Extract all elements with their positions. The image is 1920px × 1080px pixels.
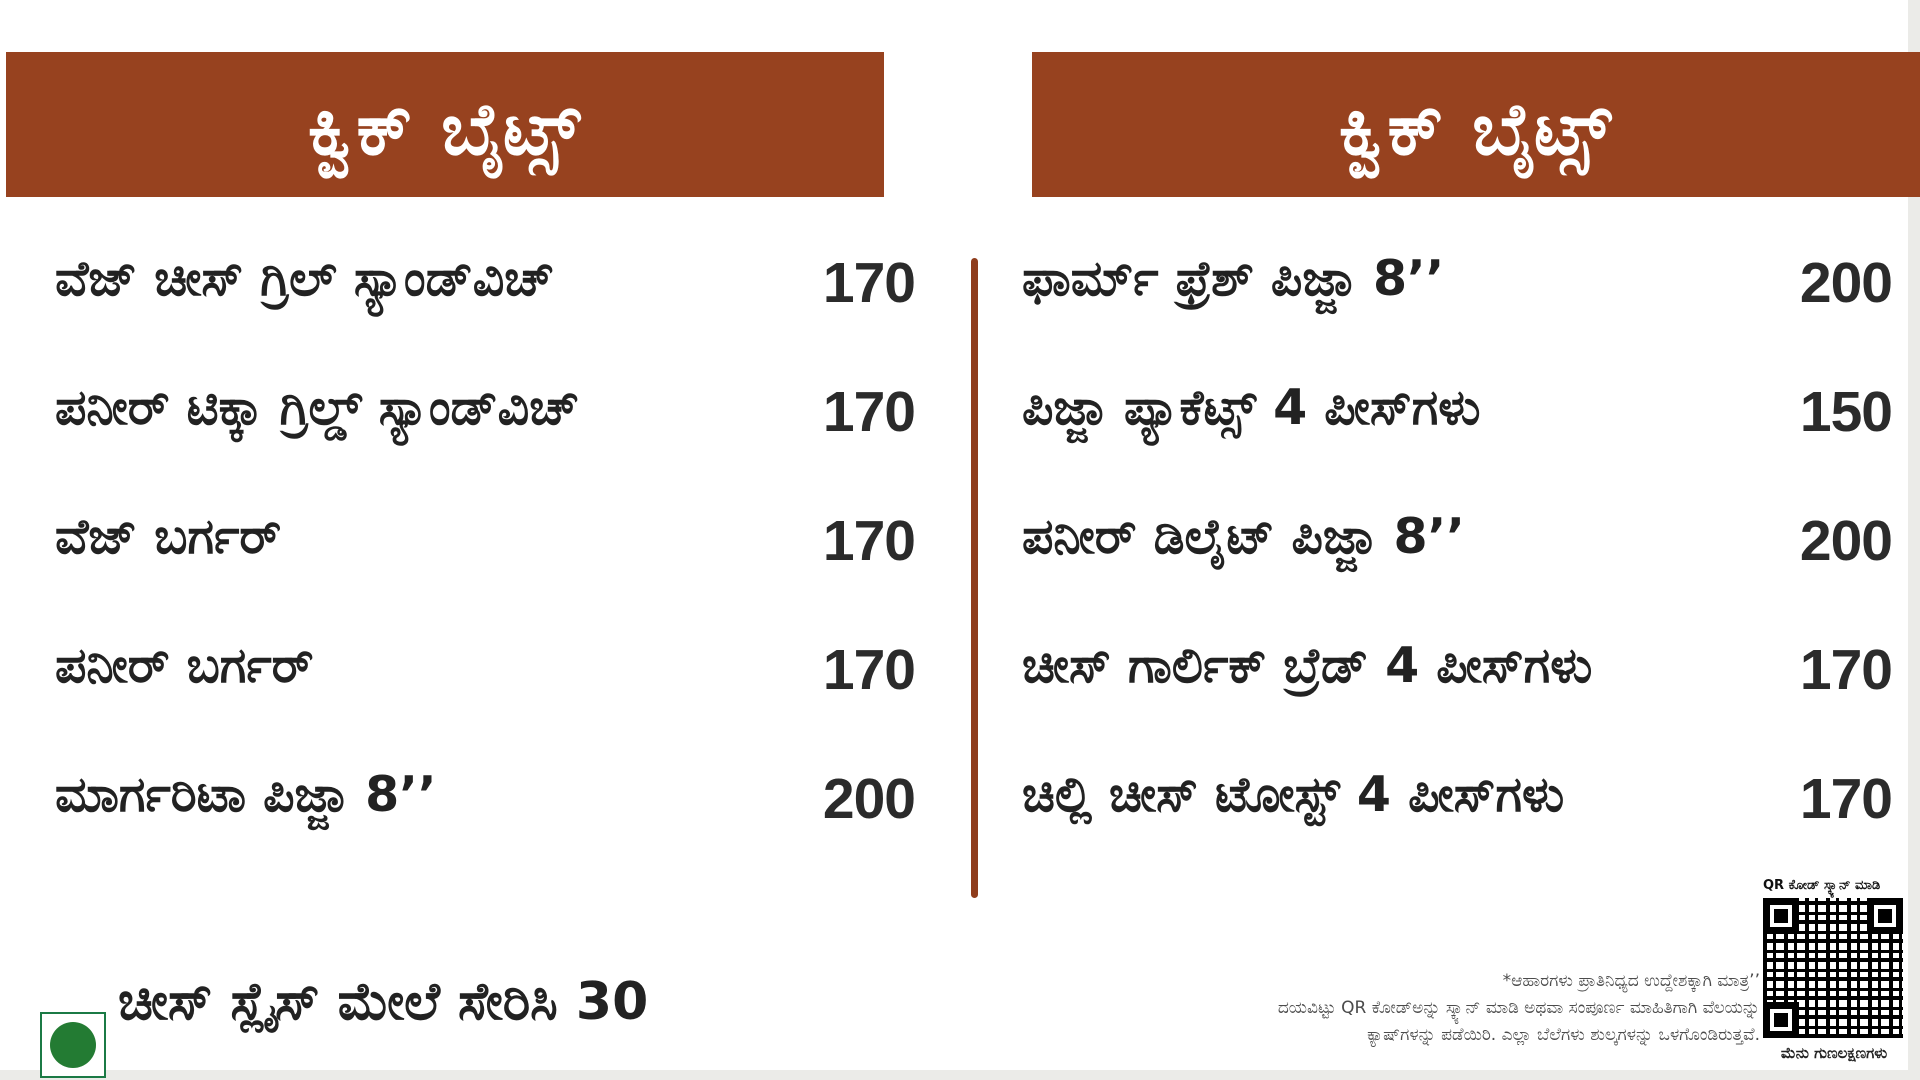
menu-item-row: ಮಾರ್ಗರಿಟಾ ಪಿಜ್ಜಾ 8’’ 200 (55, 764, 916, 893)
menu-item-row: ಚಿಲ್ಲಿ ಚೀಸ್ ಟೋಸ್ಟ್ 4 ಪೀಸ್‌ಗಳು 170 (1022, 764, 1893, 893)
item-name: ಪನೀರ್ ಬರ್ಗರ್ (55, 637, 314, 694)
menu-item-row: ಚೀಸ್ ಗಾರ್ಲಿಕ್ ಬ್ರೆಡ್ 4 ಪೀಸ್‌ಗಳು 170 (1022, 635, 1893, 764)
disclaimer-line-1: *ಆಹಾರಗಳು ಪ್ರಾತಿನಿಧ್ಯದ ಉದ್ದೇಶಕ್ಕಾಗಿ ಮಾತ್ರ… (1502, 971, 1760, 991)
menu-item-row: ಪನೀರ್ ಡಿಲೈಟ್ ಪಿಜ್ಜಾ 8’’ 200 (1022, 506, 1893, 635)
disclaimer-line-2: ದಯವಿಟ್ಟು QR ಕೋಡ್‌ಅನ್ನು ಸ್ಕ್ಯಾನ್ ಮಾಡಿ ಅಥವ… (1277, 998, 1760, 1019)
page-edge-bottom (0, 1070, 1920, 1080)
item-price: 170 (822, 509, 916, 573)
item-price: 170 (1799, 638, 1893, 702)
item-name: ಪನೀರ್ ಡಿಲೈಟ್ ಪಿಜ್ಜಾ 8’’ (1022, 508, 1465, 565)
qr-finder-icon (1763, 1002, 1799, 1038)
left-section-title: ಕ್ವಿಕ್ ಬೈಟ್ಸ್ (307, 86, 583, 171)
menu-item-row: ಪನೀರ್ ಬರ್ಗರ್ 170 (55, 635, 916, 764)
menu-item-row: ಪನೀರ್ ಟಿಕ್ಕಾ ಗ್ರಿಲ್ಡ್ ಸ್ಯಾಂಡ್‌ವಿಚ್ 170 (55, 377, 916, 506)
menu-item-row: ವೆಜ್ ಚೀಸ್ ಗ್ರಿಲ್ ಸ್ಯಾಂಡ್‌ವಿಚ್ 170 (55, 248, 916, 377)
item-price: 170 (822, 251, 916, 315)
right-menu-column: ಫಾರ್ಮ್ ಫ್ರೆಶ್ ಪಿಜ್ಜಾ 8’’ 200 ಪಿಜ್ಜಾ ಪ್ಯಾ… (1022, 248, 1893, 893)
item-price: 200 (1799, 251, 1893, 315)
disclaimer-line-3: ಕ್ಯಾಷ್‌ಗಳನ್ನು ಪಡೆಯಿರಿ. ಎಲ್ಲಾ ಬೆಲೆಗಳು ಶುಲ… (1367, 1025, 1760, 1046)
menu-item-row: ಪಿಜ್ಜಾ ಪ್ಯಾಕೆಟ್ಸ್ 4 ಪೀಸ್‌ಗಳು 150 (1022, 377, 1893, 506)
item-price: 200 (822, 767, 916, 831)
left-section-header: ಕ್ವಿಕ್ ಬೈಟ್ಸ್ (6, 52, 884, 197)
item-price: 170 (822, 380, 916, 444)
item-name: ವೆಜ್ ಬರ್ಗರ್ (55, 508, 282, 565)
item-name: ಮಾರ್ಗರಿಟಾ ಪಿಜ್ಜಾ 8’’ (55, 766, 437, 823)
item-name: ವೆಜ್ ಚೀಸ್ ಗ್ರಿಲ್ ಸ್ಯಾಂಡ್‌ವಿಚ್ (55, 250, 554, 307)
item-name: ಫಾರ್ಮ್ ಫ್ರೆಶ್ ಪಿಜ್ಜಾ 8’’ (1022, 250, 1445, 307)
disclaimer-text: *ಆಹಾರಗಳು ಪ್ರಾತಿನಿಧ್ಯದ ಉದ್ದೇಶಕ್ಕಾಗಿ ಮಾತ್ರ… (1200, 968, 1760, 1050)
menu-features-label: ಮೆನು ಗುಣಲಕ್ಷಣಗಳು (1780, 1044, 1888, 1062)
qr-finder-icon (1763, 898, 1799, 934)
item-name: ಪಿಜ್ಜಾ ಪ್ಯಾಕೆಟ್ಸ್ 4 ಪೀಸ್‌ಗಳು (1022, 379, 1481, 436)
item-price: 170 (822, 638, 916, 702)
qr-finder-icon (1867, 898, 1903, 934)
item-price: 170 (1799, 767, 1893, 831)
item-name: ಚೀಸ್ ಗಾರ್ಲಿಕ್ ಬ್ರೆಡ್ 4 ಪೀಸ್‌ಗಳು (1022, 637, 1593, 694)
item-price: 200 (1799, 509, 1893, 573)
right-section-header: ಕ್ವಿಕ್ ಬೈಟ್ಸ್ (1032, 52, 1920, 197)
menu-item-row: ಫಾರ್ಮ್ ಫ್ರೆಶ್ ಪಿಜ್ಜಾ 8’’ 200 (1022, 248, 1893, 377)
cheese-slice-addon-note: ಚೀಸ್ ಸ್ಲೈಸ್ ಮೇಲೆ ಸೇರಿಸಿ 30 (118, 972, 649, 1032)
left-menu-column: ವೆಜ್ ಚೀಸ್ ಗ್ರಿಲ್ ಸ್ಯಾಂಡ್‌ವಿಚ್ 170 ಪನೀರ್ … (55, 248, 916, 893)
page-edge-right (1908, 0, 1920, 1080)
qr-section: QR ಕೋಡ್ ಸ್ಕ್ಯಾನ್ ಮಾಡಿ ಮೆನು ಗುಣಲಕ್ಷಣಗಳು (1763, 878, 1905, 1062)
item-name: ಪನೀರ್ ಟಿಕ್ಕಾ ಗ್ರಿಲ್ಡ್ ಸ್ಯಾಂಡ್‌ವಿಚ್ (55, 379, 579, 436)
item-name: ಚಿಲ್ಲಿ ಚೀಸ್ ಟೋಸ್ಟ್ 4 ಪೀಸ್‌ಗಳು (1022, 766, 1565, 823)
column-divider (971, 258, 978, 898)
right-section-title: ಕ್ವಿಕ್ ಬೈಟ್ಸ್ (1338, 86, 1614, 171)
veg-dot (50, 1022, 96, 1068)
item-price: 150 (1799, 380, 1893, 444)
qr-scan-label: QR ಕೋಡ್ ಸ್ಕ್ಯಾನ್ ಮಾಡಿ (1763, 878, 1881, 893)
qr-code (1763, 898, 1903, 1038)
veg-indicator-icon (40, 1012, 106, 1078)
menu-item-row: ವೆಜ್ ಬರ್ಗರ್ 170 (55, 506, 916, 635)
